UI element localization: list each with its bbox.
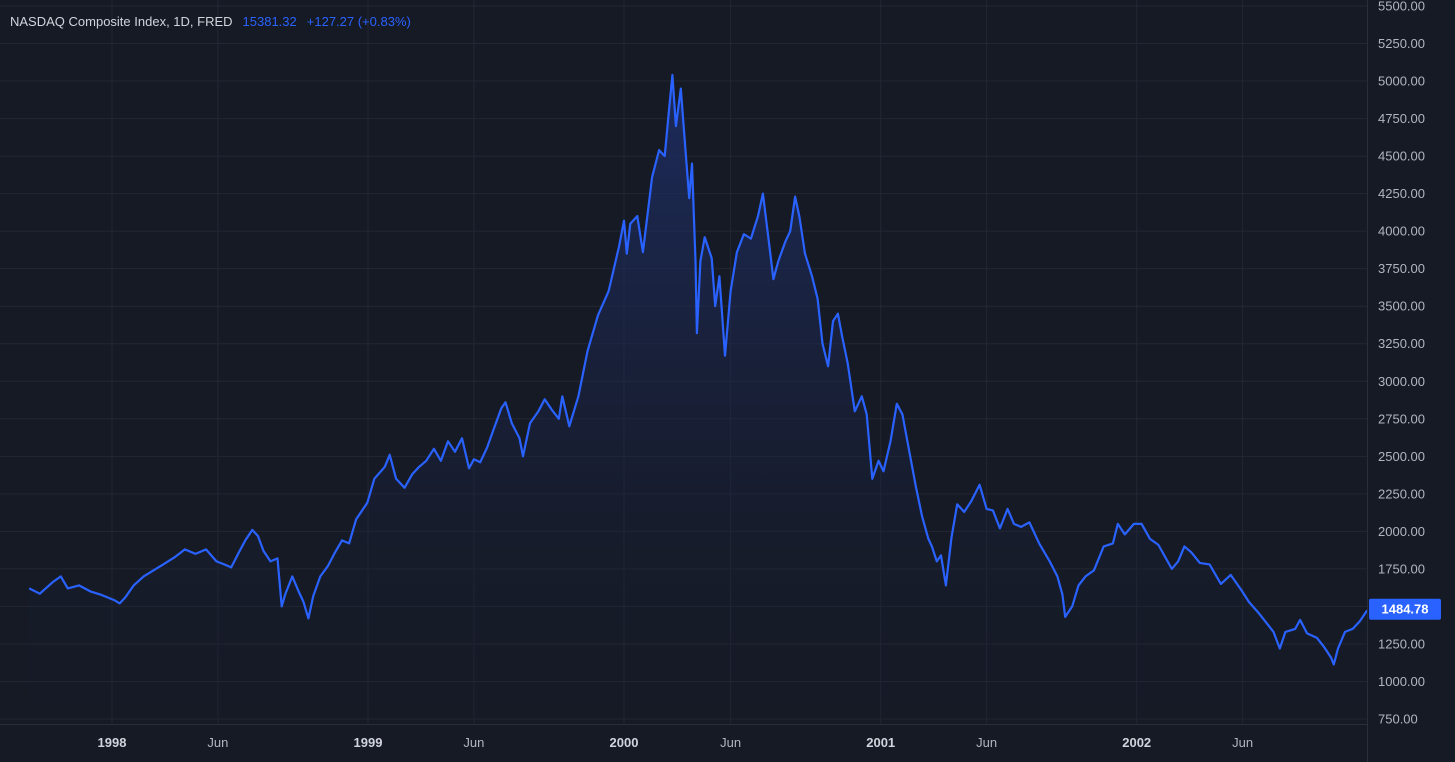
x-tick-label: 2002 [1122,735,1151,750]
last-price-value: 15381.32 [242,13,297,29]
x-tick-label: Jun [207,735,228,750]
last-value-tag-bg [1369,598,1441,620]
y-tick-label: 4750.00 [1378,111,1425,126]
price-change: +127.27 (+0.83%) [306,13,411,29]
x-tick-label: Jun [1232,735,1253,750]
series-group [28,73,1367,724]
y-tick-label: 3500.00 [1378,299,1425,314]
x-tick-label: 1998 [98,735,127,750]
y-tick-label: 5500.00 [1378,0,1425,14]
x-tick-label: 2000 [610,735,639,750]
y-tick-label: 2250.00 [1378,486,1425,501]
y-tick-label: 2750.00 [1378,411,1425,426]
x-tick-label: Jun [720,735,741,750]
x-tick-label: 1999 [354,735,383,750]
y-tick-label: 4000.00 [1378,224,1425,239]
y-tick-label: 750.00 [1378,712,1418,727]
symbol-title: NASDAQ Composite Index, 1D, FRED [10,13,233,29]
y-tick-label: 1750.00 [1378,561,1425,576]
y-tick-label: 5000.00 [1378,74,1425,89]
x-tick-label: Jun [463,735,484,750]
y-tick-label: 3000.00 [1378,374,1425,389]
y-tick-label: 3250.00 [1378,336,1425,351]
x-tick-label: Jun [976,735,997,750]
series-area [29,75,1367,724]
y-tick-label: 1250.00 [1378,636,1425,651]
time-axis[interactable]: 1998 Jun 1999 Jun 2000 Jun 2001 Jun 2002 Jun [98,735,1254,750]
y-tick-label: 2000.00 [1378,524,1425,539]
y-tick-label: 4500.00 [1378,149,1425,164]
y-tick-label: 4250.00 [1378,186,1425,201]
chart-legend: NASDAQ Composite Index, 1D, FRED 15381.3… [10,8,411,34]
y-tick-label: 3750.00 [1378,261,1425,276]
x-tick-label: 2001 [866,735,895,750]
y-tick-label: 5250.00 [1378,36,1425,51]
last-value-tag: 1484.78 [1369,598,1441,620]
y-tick-label: 1000.00 [1378,674,1425,689]
y-tick-label: 2500.00 [1378,449,1425,464]
last-value-label: 1484.78 [1382,602,1429,617]
series-line [28,73,1367,666]
